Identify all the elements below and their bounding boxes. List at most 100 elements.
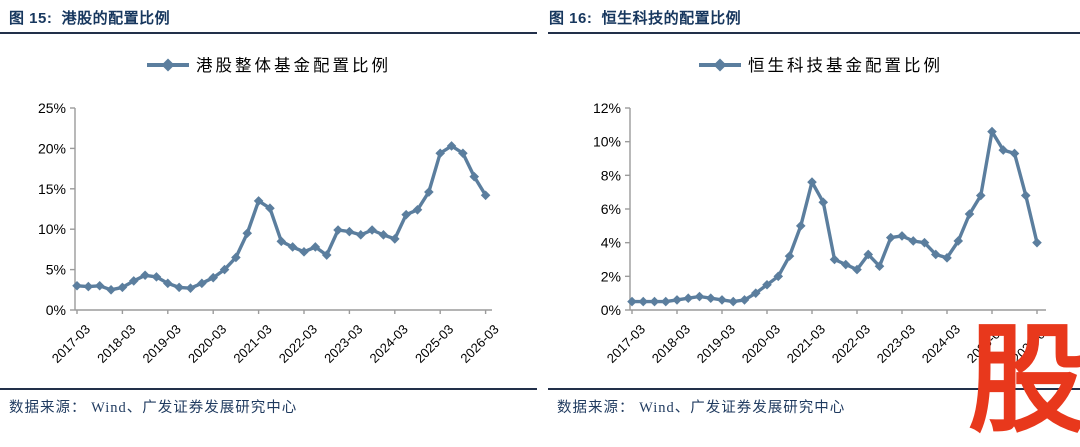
- x-tick-label: 2025-03: [412, 322, 456, 366]
- title-divider: [0, 32, 537, 34]
- data-point-marker: [469, 171, 480, 182]
- data-point-marker: [728, 296, 739, 307]
- y-tick-label: 12%: [593, 100, 621, 116]
- figure-15-title: 图 15: 港股的配置比例: [9, 10, 171, 27]
- data-point-marker: [163, 278, 173, 289]
- series-line: [75, 144, 488, 292]
- data-point-marker: [660, 296, 671, 307]
- legend-label: 港股整体基金配置比例: [196, 56, 391, 75]
- x-tick-label: 2019-03: [694, 322, 738, 366]
- hk-stocks-allocation-line-chart: 港股整体基金配置比例 0% 5% 10% 15% 20% 25% 2017-03 2018-03…: [38, 56, 502, 366]
- data-point-marker: [140, 270, 150, 281]
- data-point-marker: [321, 250, 332, 260]
- data-point-marker: [795, 221, 806, 231]
- data-point-marker: [355, 230, 366, 240]
- data-point-marker: [219, 264, 230, 275]
- data-point-marker: [885, 232, 896, 243]
- data-series: [627, 126, 1042, 307]
- figure-15-panel: 图 15: 港股的配置比例 港股整体基金配置比例 0% 5% 10% 15% 20% 25%…: [0, 0, 540, 423]
- legend: 港股整体基金配置比例: [147, 56, 391, 75]
- data-point-marker: [930, 249, 941, 260]
- y-tick-label: 15%: [38, 181, 66, 197]
- data-point-marker: [333, 225, 343, 235]
- data-point-marker: [717, 295, 727, 305]
- legend: 恒生科技基金配置比例: [699, 56, 940, 75]
- x-tick-label: 2021-03: [230, 322, 274, 366]
- y-tick-label: 2%: [601, 268, 621, 284]
- data-series: [72, 141, 491, 295]
- series-line: [630, 129, 1039, 304]
- data-point-marker: [1020, 190, 1031, 201]
- data-point-marker: [174, 282, 184, 293]
- figure-16-title: 图 16: 恒生科技的配置比例: [549, 10, 742, 27]
- data-point-marker: [242, 228, 253, 239]
- data-point-marker: [1032, 237, 1042, 248]
- data-point-marker: [863, 249, 874, 260]
- data-point-marker: [964, 209, 975, 219]
- data-point-marker: [378, 230, 389, 240]
- data-point-marker: [117, 282, 128, 293]
- data-point-marker: [705, 293, 716, 304]
- x-tick-label: 2024-03: [919, 322, 963, 366]
- y-tick-label: 10%: [38, 221, 66, 237]
- data-point-marker: [480, 190, 491, 201]
- data-point-marker: [672, 295, 682, 305]
- data-point-marker: [310, 242, 321, 252]
- data-point-marker: [424, 187, 434, 197]
- data-point-marker: [208, 272, 218, 283]
- data-point-marker: [829, 254, 840, 265]
- x-tick-label: 2022-03: [276, 322, 320, 366]
- data-point-marker: [683, 293, 694, 304]
- data-source-note: 数据来源： Wind、广发证券发展研究中心: [557, 400, 846, 416]
- y-tick-label: 0%: [601, 302, 621, 318]
- x-tick-label: 2019-03: [140, 322, 184, 366]
- x-tick-label: 2018-03: [649, 322, 693, 366]
- x-tick-label: 2024-03: [367, 322, 411, 366]
- data-point-marker: [72, 280, 82, 291]
- legend-diamond-marker: [713, 58, 727, 72]
- data-point-marker: [1009, 148, 1020, 159]
- x-tick-label: 2026-03: [457, 322, 501, 366]
- data-point-marker: [840, 259, 851, 270]
- figure-16-panel: 图 16: 恒生科技的配置比例 恒生科技基金配置比例 0% 2% 4% 6% 8% 10% 1…: [540, 0, 1080, 423]
- data-point-marker: [694, 291, 705, 302]
- data-point-marker: [807, 177, 817, 187]
- data-point-marker: [106, 285, 116, 295]
- data-point-marker: [83, 281, 94, 292]
- y-tick-label: 6%: [601, 201, 621, 217]
- y-tick-label: 4%: [601, 235, 621, 251]
- x-tick-label: 2023-03: [321, 322, 365, 366]
- data-point-marker: [390, 234, 400, 244]
- data-point-marker: [94, 280, 105, 291]
- footer-divider: 数据来源： Wind、广发证券发展研究中心: [548, 388, 1080, 417]
- data-point-marker: [151, 272, 162, 282]
- y-tick-label: 25%: [38, 100, 66, 116]
- data-point-marker: [231, 252, 241, 263]
- footer-divider: 数据来源： Wind、广发证券发展研究中心: [0, 388, 537, 417]
- x-tick-label: 2018-03: [94, 322, 138, 366]
- y-tick-label: 5%: [46, 262, 66, 278]
- data-point-marker: [287, 242, 298, 252]
- hstech-allocation-line-chart: 恒生科技基金配置比例 0% 2% 4% 6% 8% 10% 12% 2017-03 2018-03…: [593, 56, 1053, 366]
- data-point-marker: [185, 283, 196, 293]
- title-divider: [548, 32, 1080, 34]
- data-point-marker: [197, 278, 207, 289]
- y-tick-label: 8%: [601, 167, 621, 183]
- y-tick-label: 20%: [38, 140, 66, 156]
- data-point-marker: [344, 226, 355, 237]
- legend-diamond-marker: [161, 58, 175, 72]
- data-point-marker: [265, 203, 275, 213]
- data-point-marker: [897, 231, 907, 241]
- axes: 0%5%10%15%20%25%2017-03 2018-03 2019-03 202…: [38, 100, 502, 366]
- x-tick-label: 2023-03: [874, 322, 918, 366]
- y-tick-label: 0%: [46, 302, 66, 318]
- data-source-note: 数据来源： Wind、广发证券发展研究中心: [9, 400, 298, 416]
- x-tick-label: 2020-03: [185, 322, 229, 366]
- red-stock-watermark: 股: [967, 315, 1080, 447]
- data-point-marker: [627, 296, 637, 307]
- data-point-marker: [401, 209, 411, 220]
- data-point-marker: [412, 205, 423, 215]
- x-tick-label: 2017-03: [604, 322, 648, 366]
- data-point-marker: [942, 253, 952, 263]
